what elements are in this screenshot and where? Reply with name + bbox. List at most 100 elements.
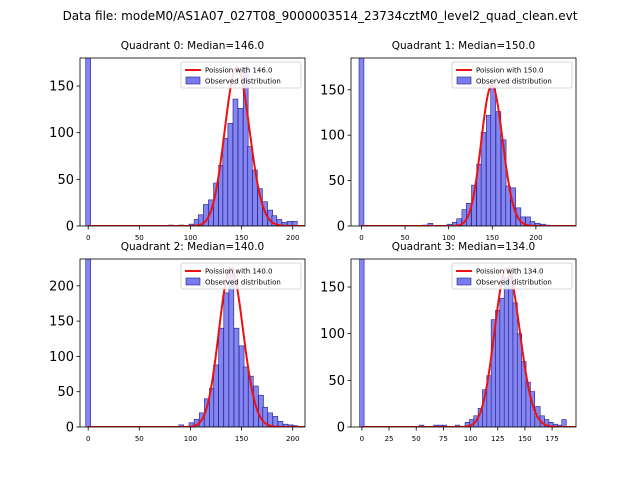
x-tick-label: 200 — [286, 234, 299, 242]
x-tick-label: 100 — [464, 435, 477, 443]
subplot-title: Quadrant 0: Median=146.0 — [121, 40, 264, 52]
y-tick-label: 100 — [49, 126, 74, 141]
histogram-bar — [358, 58, 365, 226]
histogram-bar — [480, 132, 487, 226]
histogram-bar — [499, 297, 505, 427]
histogram-bar — [561, 419, 567, 427]
legend-bars-label: Observed distribution — [476, 78, 552, 86]
legend-box — [451, 61, 573, 89]
subplot-2: Quadrant 2: Median=140.0 0 50 100 150 200 0 50 1… — [49, 241, 306, 443]
histogram-bar — [505, 185, 511, 226]
y-tick-label: 150 — [49, 315, 74, 330]
x-tick-label: 0 — [86, 234, 90, 242]
histogram-bar — [534, 222, 541, 226]
legend-bar-swatch — [456, 277, 472, 286]
x-tick-label: 0 — [359, 234, 363, 242]
histogram-bar — [233, 327, 240, 427]
x-tick-label: 50 — [401, 234, 410, 242]
legend-bar-swatch — [185, 76, 201, 85]
x-tick-label: 150 — [235, 435, 248, 443]
y-tick-label: 150 — [320, 281, 345, 296]
legend-box — [180, 61, 302, 89]
legend-curve-label: Poission with 146.0 — [205, 67, 273, 75]
legend-curve-label: Poission with 140.0 — [205, 268, 273, 276]
axes-frame — [79, 258, 306, 428]
x-tick-label: 175 — [545, 435, 558, 443]
x-tick-label: 125 — [491, 435, 504, 443]
subplot-3: Quadrant 3: Median=134.0 0 25 50 75 100 125 150… — [320, 241, 577, 443]
x-tick-label: 50 — [135, 435, 144, 443]
legend-curve-label: Poission with 150.0 — [476, 67, 544, 75]
y-tick-label: 0 — [66, 421, 74, 436]
y-tick-label: 0 — [337, 421, 345, 436]
y-tick-label: 150 — [49, 80, 74, 95]
y-tick-label: 0 — [337, 220, 345, 235]
y-tick-label: 200 — [49, 279, 74, 294]
histogram-bar — [85, 58, 91, 226]
histogram-bar — [227, 123, 234, 226]
x-tick-label: 200 — [286, 435, 299, 443]
y-tick-label: 50 — [57, 385, 74, 400]
histogram-bars — [85, 259, 298, 427]
legend: Poission with 146.0 Observed distribution — [180, 61, 302, 89]
histogram-bar — [237, 108, 244, 226]
histogram-bar — [247, 146, 253, 226]
x-tick-label: 0 — [360, 435, 364, 443]
x-tick-label: 200 — [529, 234, 542, 242]
legend-bars-label: Observed distribution — [205, 78, 281, 86]
histogram-bar — [232, 98, 239, 226]
histogram-bar — [213, 364, 219, 427]
histogram-bar — [427, 222, 434, 226]
histogram-bar — [218, 327, 224, 427]
histogram-bar — [272, 416, 279, 427]
histogram-bar — [222, 137, 228, 226]
x-tick-label: 50 — [412, 435, 421, 443]
histogram-bar — [456, 218, 462, 226]
y-tick-label: 50 — [328, 174, 345, 189]
histogram-bar — [178, 424, 185, 427]
y-tick-label: 150 — [320, 83, 345, 98]
histogram-bar — [503, 277, 509, 427]
histogram-bar — [508, 268, 514, 427]
subplot-grid: Quadrant 0: Median=146.0 0 50 100 150 200 0 50 1… — [49, 40, 577, 443]
x-tick-label: 0 — [86, 435, 90, 443]
histogram-bar — [359, 259, 365, 427]
legend-box — [180, 262, 302, 290]
legend: Poission with 134.0 Observed distribution — [451, 262, 573, 290]
figure-title: Data file: modeM0/AS1A07_027T08_90000035… — [63, 9, 578, 23]
y-tick-label: 50 — [328, 374, 345, 389]
x-tick-label: 100 — [184, 234, 197, 242]
histogram-bar — [242, 366, 249, 427]
subplot-title: Quadrant 2: Median=140.0 — [121, 241, 264, 253]
y-tick-label: 100 — [320, 129, 345, 144]
histogram-bar — [228, 267, 235, 427]
y-tick-label: 100 — [320, 327, 345, 342]
x-tick-label: 150 — [235, 234, 248, 242]
legend-bar-swatch — [185, 277, 201, 286]
x-tick-label: 100 — [442, 234, 455, 242]
legend-curve-label: Poission with 134.0 — [476, 268, 544, 276]
legend-box — [451, 262, 573, 290]
histogram-bar — [500, 139, 507, 226]
histogram-bar — [495, 111, 502, 226]
x-tick-label: 150 — [486, 234, 499, 242]
x-tick-label: 75 — [439, 435, 448, 443]
histogram-bar — [512, 302, 518, 427]
y-tick-label: 100 — [49, 350, 74, 365]
histogram-bar — [223, 292, 230, 427]
subplot-1: Quadrant 1: Median=150.0 0 50 100 150 200 0 50 1… — [320, 40, 577, 242]
legend: Poission with 140.0 Observed distribution — [180, 262, 302, 290]
subplot-title: Quadrant 1: Median=150.0 — [392, 40, 535, 52]
subplot-title: Quadrant 3: Median=134.0 — [392, 241, 535, 253]
legend-bars-label: Observed distribution — [205, 279, 281, 287]
y-tick-label: 0 — [66, 220, 74, 235]
x-tick-label: 150 — [518, 435, 531, 443]
subplot-0: Quadrant 0: Median=146.0 0 50 100 150 200 0 50 1… — [49, 40, 306, 242]
axes-frame — [79, 57, 306, 227]
x-tick-label: 25 — [385, 435, 394, 443]
histogram-bar — [516, 333, 523, 427]
legend: Poission with 150.0 Observed distribution — [451, 61, 573, 89]
y-tick-label: 50 — [57, 173, 74, 188]
axes-frame — [350, 258, 577, 428]
